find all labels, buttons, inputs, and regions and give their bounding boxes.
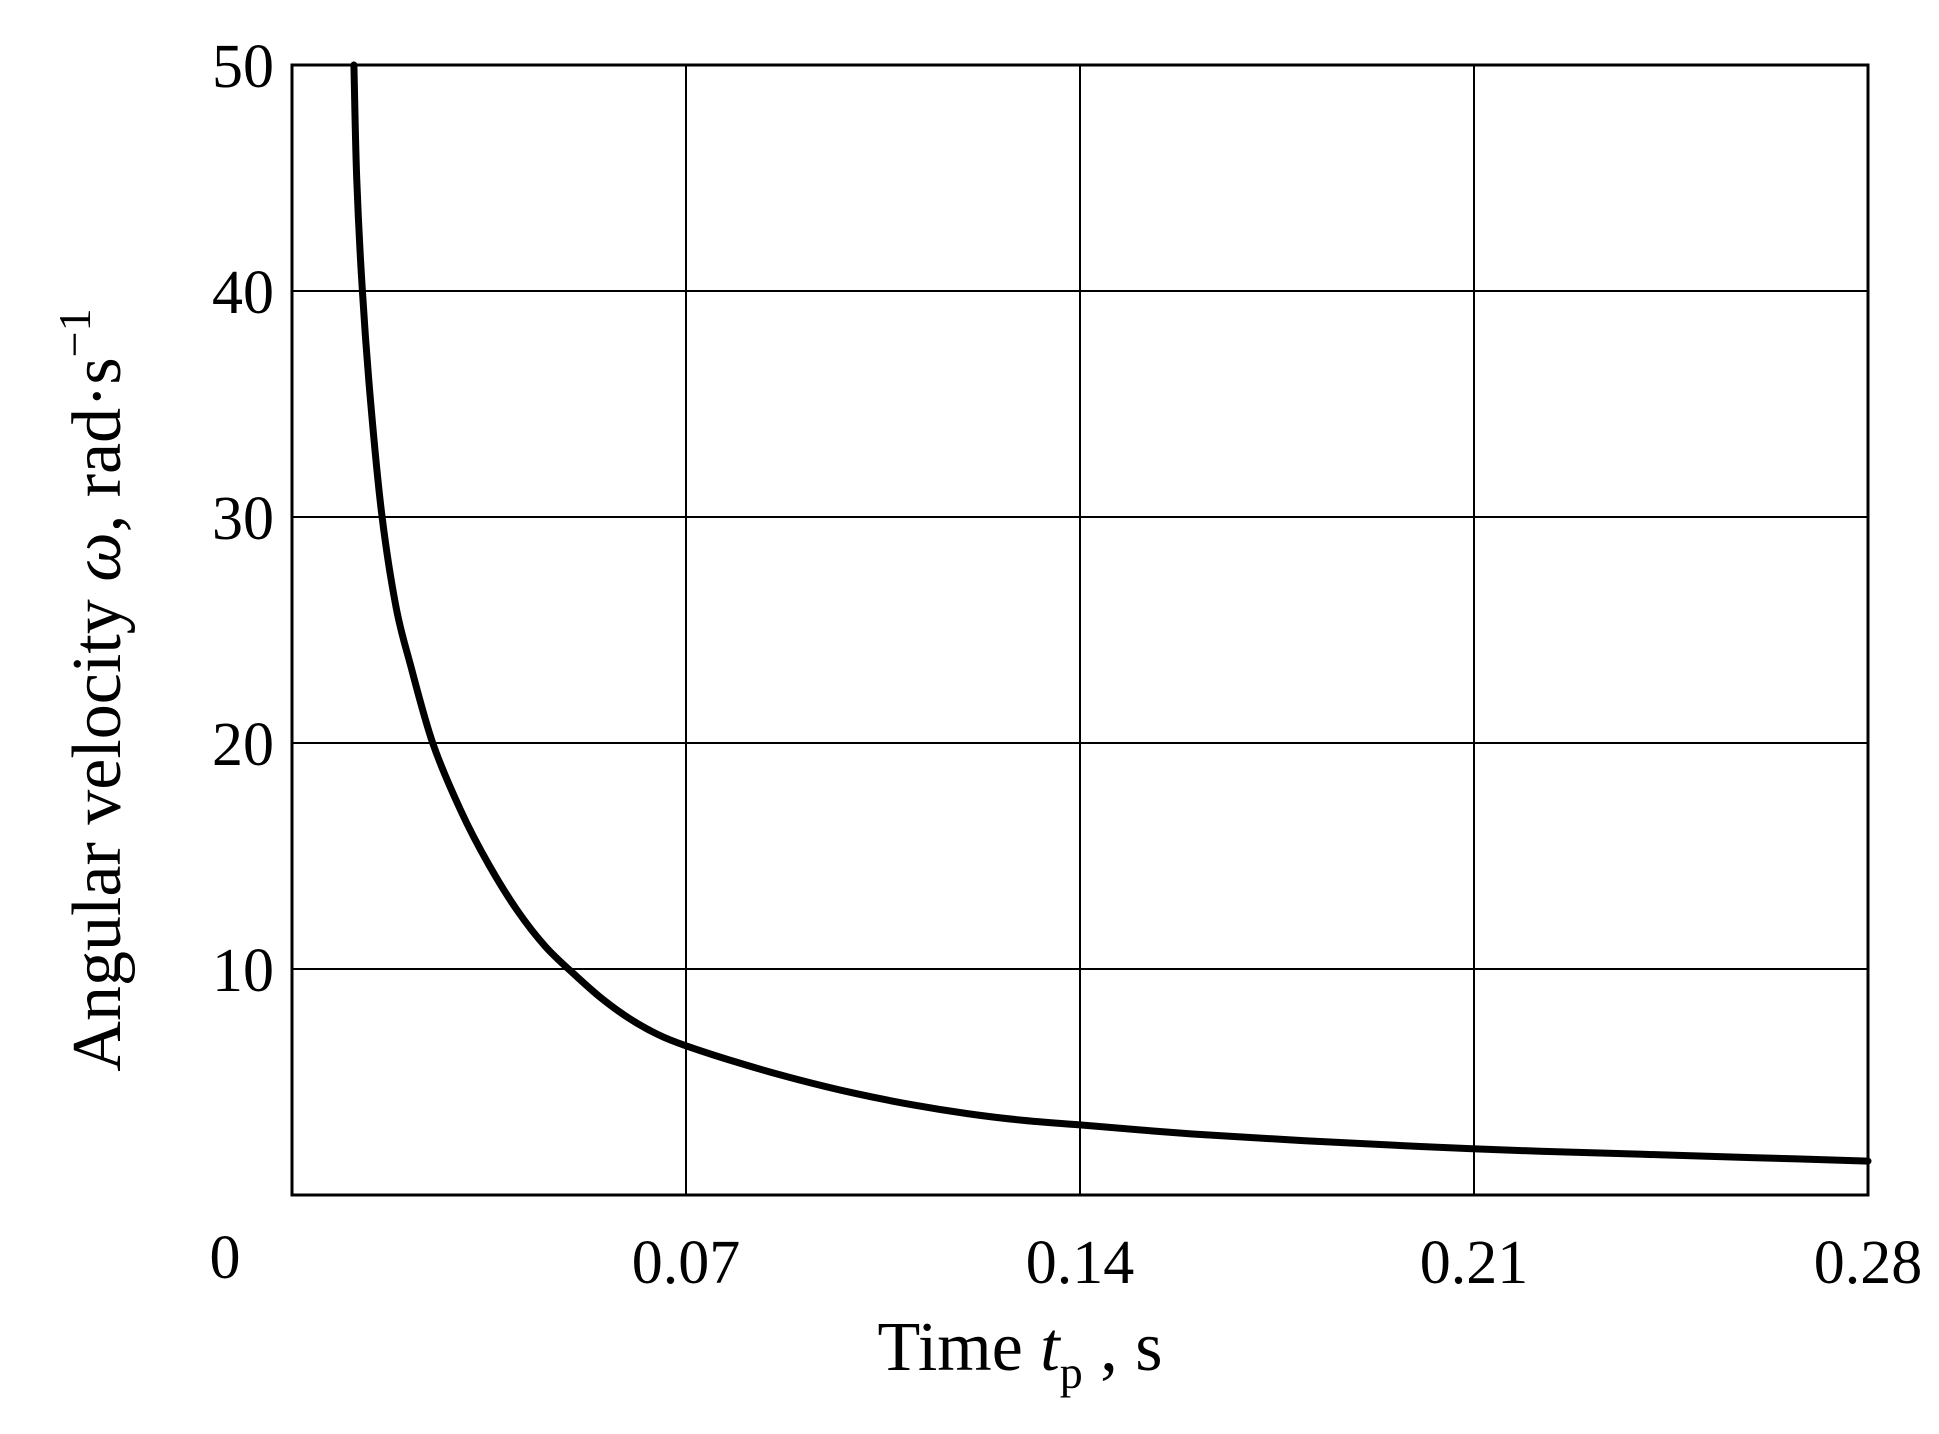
y-axis-label-superscript: −1: [49, 308, 100, 357]
x-axis-label-subscript: p: [1060, 1347, 1083, 1398]
series-line: [350, 61, 1872, 1165]
x-tick-label: 0.07: [632, 1229, 741, 1297]
y-tick-label: 40: [212, 259, 274, 327]
x-tick-label: 0.21: [1420, 1229, 1529, 1297]
y-axis-label: Angular velocity ω, rad·s−1: [49, 308, 136, 1071]
x-axis-label-prefix: Time: [878, 1309, 1041, 1386]
y-tick-label: 50: [212, 33, 274, 101]
x-axis-label-suffix: , s: [1083, 1309, 1163, 1386]
y-tick-label: 10: [212, 937, 274, 1005]
y-axis-label-suffix: , rad·s: [59, 357, 136, 532]
y-tick-label: 30: [212, 485, 274, 553]
y-tick-label: 20: [212, 711, 274, 779]
grid: [292, 65, 1868, 1195]
y-axis-label-prefix: Angular velocity: [59, 582, 136, 1072]
x-axis-label-symbol: t: [1040, 1309, 1061, 1386]
origin-label: 0: [210, 1224, 241, 1292]
x-axis-label: Time tp , s: [878, 1309, 1163, 1398]
y-axis-label-symbol: ω: [59, 532, 136, 581]
plot-frame: [290, 63, 1870, 1197]
x-tick-label: 0.14: [1026, 1229, 1135, 1297]
x-tick-label: 0.28: [1814, 1229, 1923, 1297]
tick-labels: 0.07 0.14 0.21 0.28 10 20 30 40 50: [212, 33, 1922, 1297]
series-layer: [350, 61, 1872, 1165]
